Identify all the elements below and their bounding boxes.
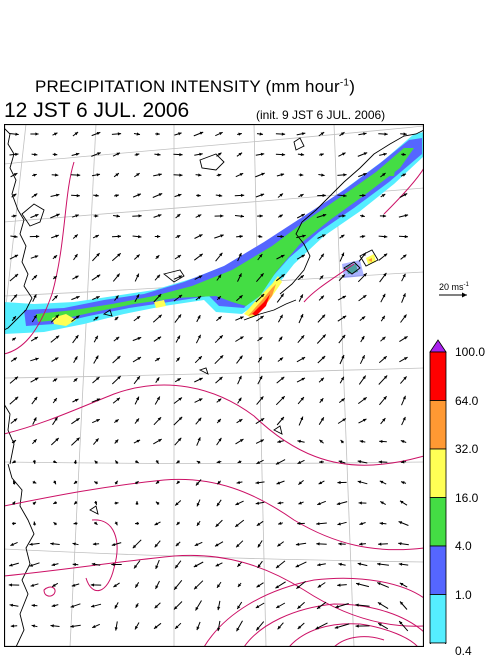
colorbar-label: 64.0 (455, 394, 478, 408)
colorbar-label: 4.0 (455, 539, 472, 553)
colorbar-segment (430, 449, 446, 498)
colorbar-label: 16.0 (455, 491, 478, 505)
colorbar-segment (430, 546, 446, 595)
colorbar-label: 32.0 (455, 442, 478, 456)
colorbar-max-arrow (430, 340, 446, 352)
chart-title: PRECIPITATION INTENSITY (mm hour-1) (35, 77, 355, 97)
colorbar-label: 1.0 (455, 588, 472, 602)
precipitation-colorbar (428, 338, 452, 644)
colorbar-segment (430, 401, 446, 450)
init-time: (init. 9 JST 6 JUL. 2006) (256, 108, 385, 122)
precipitation-map (4, 124, 424, 647)
colorbar-label: 100.0 (455, 345, 485, 359)
colorbar-segment (430, 595, 446, 644)
colorbar-segment (430, 498, 446, 547)
valid-time: 12 JST 6 JUL. 2006 (4, 99, 189, 123)
colorbar-segment (430, 352, 446, 401)
wind-reference-label: 20 ms-1 (439, 282, 469, 292)
colorbar-label: 0.4 (455, 644, 472, 658)
colorbar-min-arrow (430, 643, 446, 644)
